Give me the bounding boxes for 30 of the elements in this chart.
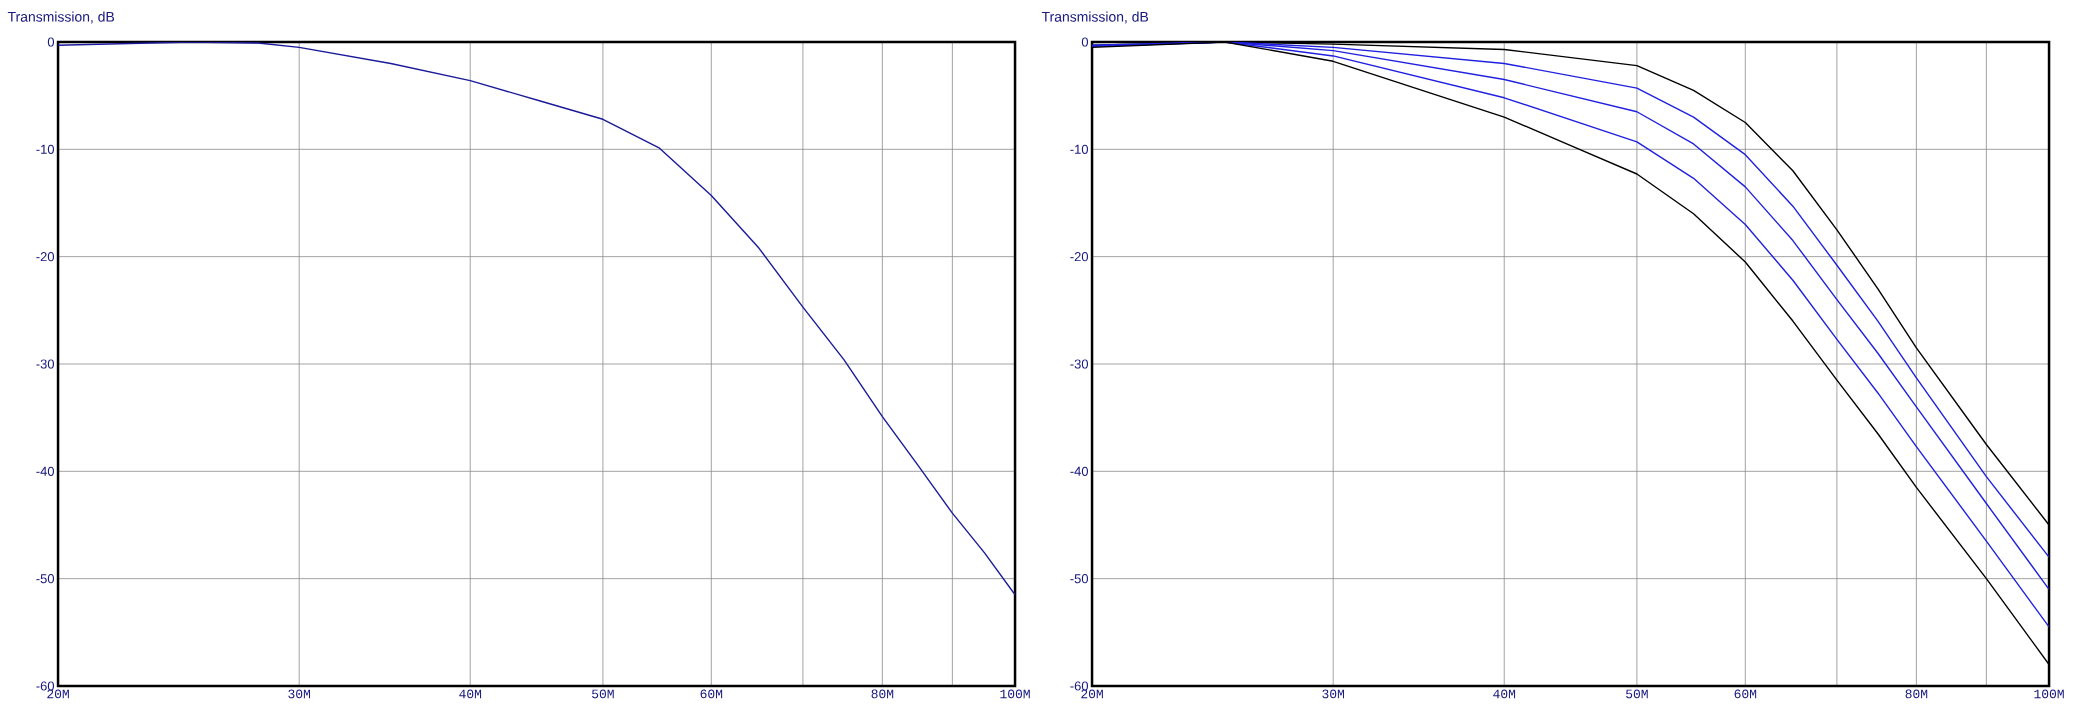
- y-tick-label: -40: [1070, 466, 1089, 476]
- y-tick-label: -60: [36, 681, 55, 691]
- x-tick-label: 80M: [1905, 689, 1928, 699]
- y-tick-label: -20: [1070, 252, 1089, 262]
- y-axis-title: Transmission, dB: [7, 11, 115, 24]
- x-tick-label: 20M: [47, 689, 69, 699]
- y-axis-title: Transmission, dB: [1041, 11, 1149, 24]
- y-tick-label: 0: [47, 37, 55, 47]
- y-tick-label: -30: [1070, 359, 1089, 369]
- x-tick-label: 30M: [288, 689, 311, 699]
- x-tick-label: 100M: [1000, 689, 1030, 699]
- y-tick-label: -50: [1070, 574, 1089, 584]
- y-tick-label: 0: [1081, 37, 1089, 47]
- x-tick-label: 50M: [1626, 689, 1648, 699]
- y-tick-label: -40: [36, 466, 55, 476]
- x-tick-label: 60M: [700, 689, 723, 699]
- y-tick-label: -10: [1070, 144, 1089, 154]
- x-tick-label: 40M: [459, 689, 482, 699]
- y-tick-label: -60: [1070, 681, 1089, 691]
- x-tick-label: 30M: [1322, 689, 1345, 699]
- y-tick-label: -20: [36, 252, 55, 262]
- x-tick-label: 100M: [2034, 689, 2064, 699]
- x-tick-label: 60M: [1734, 689, 1757, 699]
- y-tick-label: -30: [36, 359, 55, 369]
- x-tick-label: 40M: [1493, 689, 1516, 699]
- y-tick-label: -50: [36, 574, 55, 584]
- y-tick-label: -10: [36, 144, 55, 154]
- x-tick-label: 50M: [592, 689, 614, 699]
- x-tick-label: 80M: [871, 689, 894, 699]
- x-tick-label: 20M: [1081, 689, 1103, 699]
